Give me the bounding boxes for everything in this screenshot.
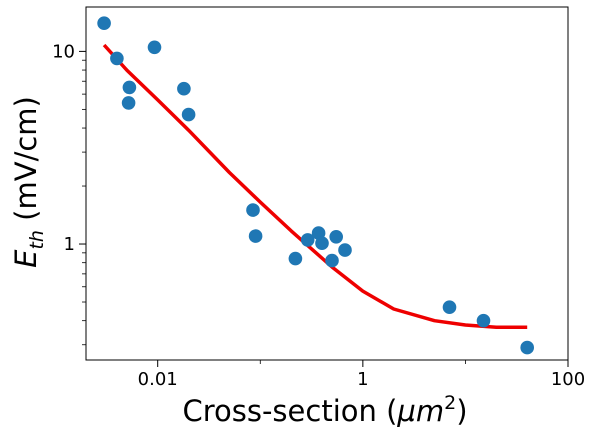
x-axis-label: Cross-section (μm2)	[182, 392, 467, 428]
x-tick-label: 100	[551, 369, 585, 390]
data-point	[476, 313, 491, 328]
data-point	[329, 230, 344, 244]
data-point	[520, 340, 534, 355]
y-axis-label: Eth (mV/cm)	[9, 96, 48, 268]
y-tick-label: 10	[52, 41, 75, 62]
data-point	[122, 80, 137, 95]
data-point	[181, 107, 196, 122]
data-point	[177, 81, 191, 96]
plot-area	[97, 16, 534, 355]
data-point	[315, 236, 329, 250]
data-point	[288, 251, 303, 266]
y-tick-label: 1	[64, 234, 75, 255]
data-point	[110, 51, 124, 66]
data-point	[147, 40, 162, 55]
data-point	[442, 300, 457, 315]
data-point	[121, 96, 136, 110]
plot-frame	[85, 6, 569, 361]
x-tick-label: 1	[357, 369, 368, 390]
data-point	[300, 233, 315, 247]
fit-line	[102, 43, 528, 329]
axis-ticks: 0.01 1 100 1 10	[52, 6, 585, 390]
data-point	[248, 229, 263, 243]
data-point	[246, 203, 260, 217]
x-tick-label: 0.01	[138, 369, 178, 390]
data-point	[338, 243, 352, 257]
data-point	[97, 16, 111, 31]
data-point	[325, 253, 339, 268]
